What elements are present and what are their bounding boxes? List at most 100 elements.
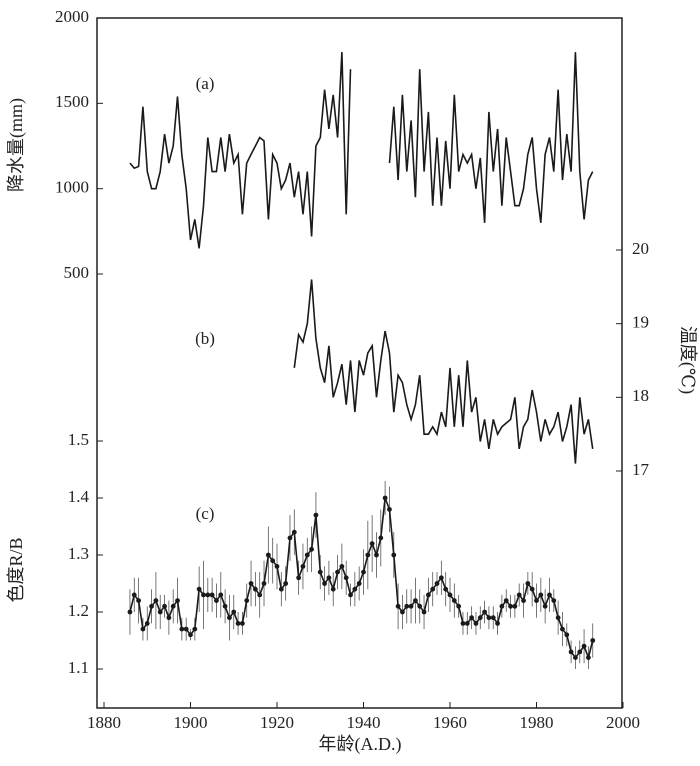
x-tick-label: 1880	[87, 713, 121, 732]
data-point	[188, 632, 193, 638]
data-point	[525, 581, 531, 586]
data-point	[201, 592, 206, 598]
data-point	[218, 592, 224, 598]
data-point	[278, 586, 284, 592]
x-tick-label: 1900	[174, 713, 208, 732]
data-point	[339, 564, 345, 569]
data-point	[261, 581, 267, 586]
y-tick-label: 500	[64, 263, 90, 282]
data-point	[240, 621, 245, 626]
y-tick-label: 1.2	[68, 601, 89, 620]
data-point	[374, 552, 379, 558]
data-point	[175, 598, 180, 603]
data-point	[417, 603, 423, 609]
data-point	[564, 632, 570, 638]
y-tick-label: 1.4	[68, 487, 90, 506]
data-point	[231, 609, 237, 615]
data-point	[408, 603, 414, 609]
data-point	[291, 529, 297, 535]
data-point	[192, 626, 198, 632]
data-point	[205, 592, 211, 598]
data-point	[395, 603, 401, 609]
data-point	[421, 609, 427, 615]
data-point	[456, 603, 462, 609]
data-point	[512, 603, 518, 609]
data-point	[542, 603, 548, 609]
data-point	[425, 592, 431, 598]
data-point	[438, 575, 444, 581]
data-point	[140, 626, 146, 632]
data-point	[196, 586, 202, 592]
data-point	[257, 592, 263, 598]
data-point	[265, 552, 271, 558]
data-point	[387, 507, 392, 512]
data-point	[296, 575, 302, 581]
data-point	[430, 586, 436, 592]
data-point	[157, 609, 163, 615]
x-tick-label: 1920	[260, 713, 294, 732]
data-point	[227, 615, 232, 621]
data-point	[555, 615, 561, 621]
data-point	[166, 615, 172, 621]
y-tick-label: 1.3	[68, 544, 89, 563]
data-point	[568, 649, 574, 655]
data-point	[136, 598, 142, 603]
y-tick-label: 18	[632, 386, 649, 405]
data-point	[209, 592, 215, 598]
y-axis-label: 温度(℃)	[677, 326, 698, 394]
data-point	[309, 546, 314, 552]
data-point	[499, 603, 505, 609]
y-axis-label: 色度R/B	[6, 537, 26, 602]
data-point	[451, 598, 457, 603]
data-point	[573, 655, 578, 660]
data-point	[287, 535, 293, 541]
data-point	[586, 655, 591, 660]
data-point	[356, 581, 362, 586]
plot-frame	[96, 17, 623, 709]
data-point	[183, 626, 189, 632]
data-point	[144, 621, 150, 626]
data-point	[382, 495, 388, 501]
data-point	[434, 581, 440, 586]
data-point	[443, 586, 449, 592]
data-point	[413, 598, 418, 603]
data-point	[521, 598, 526, 603]
x-axis-label: 年龄(A.D.)	[319, 734, 402, 755]
data-point	[490, 615, 496, 621]
data-point	[503, 598, 509, 603]
data-point	[322, 581, 327, 586]
data-point	[127, 609, 133, 615]
data-point	[469, 615, 475, 621]
data-point	[304, 552, 310, 558]
data-point	[131, 592, 137, 598]
data-point	[252, 586, 258, 592]
data-point	[343, 575, 349, 581]
data-point	[482, 609, 487, 615]
y-tick-label: 1000	[55, 178, 89, 197]
data-line	[129, 52, 594, 249]
data-point	[378, 535, 384, 541]
data-point	[214, 598, 219, 603]
data-line	[293, 279, 594, 464]
data-point	[244, 598, 250, 603]
data-point	[391, 552, 397, 558]
data-point	[460, 621, 466, 626]
data-point	[538, 592, 544, 598]
data-point	[313, 512, 319, 518]
data-point	[508, 603, 513, 609]
data-point	[235, 621, 241, 626]
data-point	[352, 586, 358, 592]
x-tick-label: 2000	[606, 713, 640, 732]
data-point	[222, 603, 228, 609]
data-point	[170, 603, 176, 609]
data-point	[369, 541, 375, 546]
x-tick-label: 1960	[433, 713, 467, 732]
y-tick-label: 19	[632, 313, 649, 332]
data-point	[326, 575, 332, 581]
data-point	[330, 586, 336, 592]
data-point	[179, 626, 185, 632]
y-axis-label: 降水量(mm)	[6, 98, 27, 192]
data-point	[464, 621, 470, 626]
data-point	[547, 592, 552, 598]
